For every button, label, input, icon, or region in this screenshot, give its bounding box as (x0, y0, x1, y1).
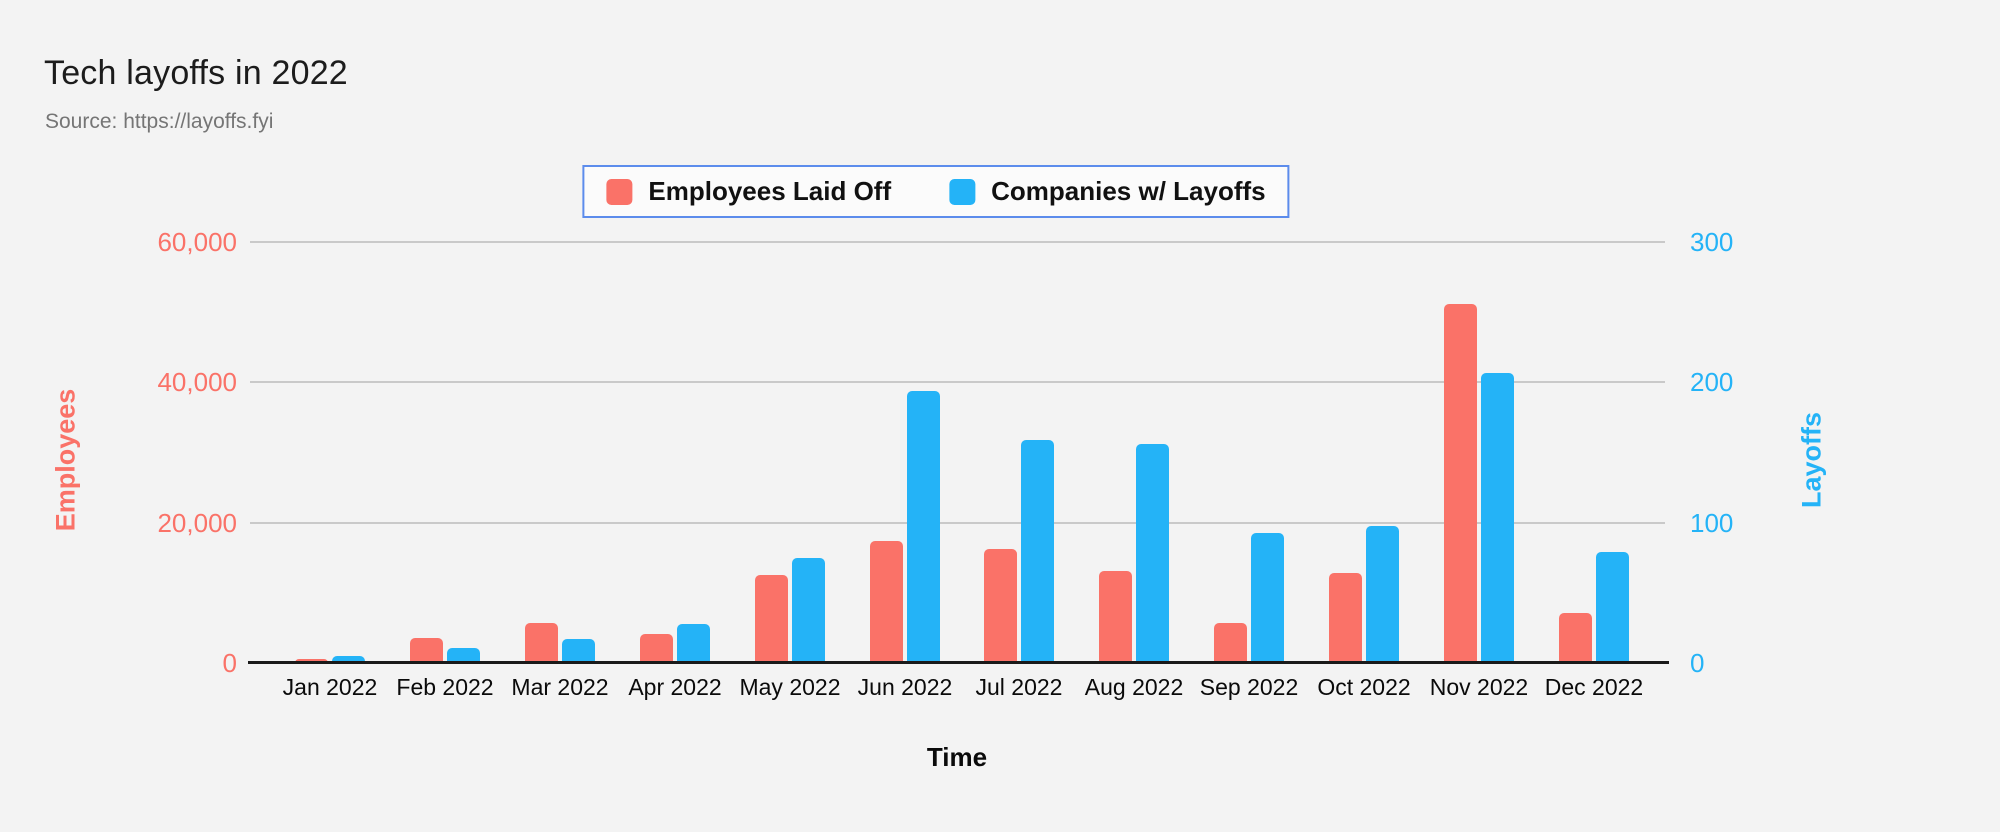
left-axis-tick-label: 60,000 (157, 227, 237, 257)
bar-employees-laid-off-mar-2022 (525, 623, 558, 663)
chart-title: Tech layoffs in 2022 (44, 54, 348, 92)
bar-employees-laid-off-jan-2022 (295, 658, 328, 663)
gridline (250, 241, 1665, 243)
x-tick-label: Oct 2022 (1317, 674, 1411, 700)
bar-employees-laid-off-nov-2022 (1444, 303, 1477, 663)
bar-companies-w-layoffs-apr-2022 (677, 623, 710, 663)
left-axis-tick-label: 40,000 (157, 367, 237, 398)
left-axis-tick-label: 20,000 (157, 507, 237, 538)
x-tick-label: Aug 2022 (1084, 674, 1184, 700)
right-axis-tick-label: 300 (1690, 227, 1734, 257)
x-axis-title: Time (926, 742, 988, 772)
left-axis-tick-label: 0 (222, 648, 237, 678)
x-tick-label: Dec 2022 (1544, 674, 1644, 700)
bar-employees-laid-off-jul-2022 (984, 549, 1017, 663)
employees-swatch-icon (606, 178, 633, 205)
bar-companies-w-layoffs-aug-2022 (1136, 444, 1169, 663)
bar-companies-w-layoffs-dec-2022 (1596, 552, 1629, 663)
bar-employees-laid-off-oct-2022 (1329, 572, 1362, 663)
companies-swatch-icon (949, 178, 976, 205)
x-tick-label: Feb 2022 (396, 674, 494, 700)
legend-item-companies[interactable]: Companies w/ Layoffs (949, 176, 1266, 207)
right-axis-title: Layoffs (1796, 411, 1827, 509)
x-tick-label: Jan 2022 (282, 674, 378, 700)
bar-employees-laid-off-aug-2022 (1099, 571, 1132, 663)
bar-companies-w-layoffs-sep-2022 (1251, 532, 1284, 663)
x-tick-label: Sep 2022 (1199, 674, 1299, 700)
gridline (250, 381, 1665, 384)
bar-companies-w-layoffs-jan-2022 (332, 656, 365, 663)
bar-employees-laid-off-sep-2022 (1214, 623, 1247, 663)
bar-employees-laid-off-apr-2022 (640, 634, 673, 663)
right-axis-tick-label: 100 (1690, 507, 1734, 538)
chart-source: Source: https://layoffs.fyi (45, 110, 274, 133)
plot-area (248, 241, 1669, 664)
legend: Employees Laid Off Companies w/ Layoffs (582, 165, 1290, 218)
x-axis-line (248, 661, 1669, 664)
x-tick-label: Apr 2022 (628, 674, 722, 700)
bar-employees-laid-off-jun-2022 (870, 540, 903, 663)
x-tick-label: Mar 2022 (511, 674, 609, 700)
bar-companies-w-layoffs-nov-2022 (1481, 372, 1514, 663)
bar-companies-w-layoffs-jun-2022 (907, 390, 940, 663)
bar-companies-w-layoffs-oct-2022 (1366, 525, 1399, 663)
bar-companies-w-layoffs-mar-2022 (562, 639, 595, 663)
bar-companies-w-layoffs-feb-2022 (447, 647, 480, 663)
right-axis-tick-label: 0 (1690, 648, 1705, 678)
left-axis-title: Employees (50, 388, 81, 532)
legend-label: Companies w/ Layoffs (991, 176, 1266, 206)
bar-employees-laid-off-feb-2022 (410, 637, 443, 663)
bar-employees-laid-off-dec-2022 (1559, 612, 1592, 663)
bar-companies-w-layoffs-may-2022 (792, 557, 825, 663)
legend-item-employees[interactable]: Employees Laid Off (606, 176, 891, 207)
x-tick-label: May 2022 (739, 674, 841, 700)
legend-label: Employees Laid Off (648, 176, 892, 206)
x-tick-label: Jun 2022 (857, 674, 953, 700)
bar-employees-laid-off-may-2022 (755, 575, 788, 663)
right-axis-tick-label: 200 (1690, 367, 1734, 398)
gridline (250, 521, 1665, 524)
x-tick-label: Jul 2022 (975, 674, 1063, 700)
x-tick-label: Nov 2022 (1429, 674, 1529, 700)
bar-companies-w-layoffs-jul-2022 (1021, 439, 1054, 663)
